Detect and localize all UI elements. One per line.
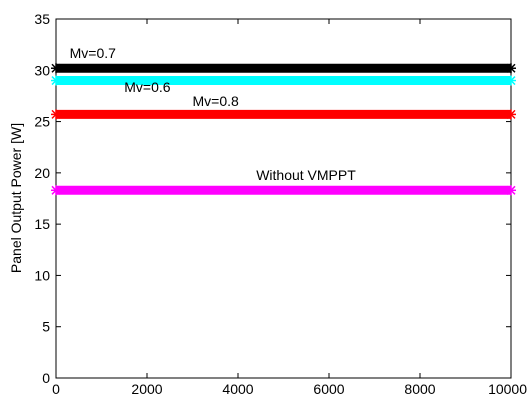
series-mv-0-6 [51,75,516,86]
y-tick-label: 15 [34,216,50,232]
series-marker [51,75,61,86]
marker-stroke [51,185,61,195]
y-tick-label: 0 [42,370,50,386]
y-axis-label: Panel Output Power [W] [8,123,24,273]
marker-stroke [51,63,61,73]
marker-stroke [51,76,61,86]
x-tick-label: 8000 [404,381,435,396]
annotation-label: Without VMPPT [256,167,356,183]
x-tick-label: 2000 [131,381,162,396]
x-tick-label: 6000 [313,381,344,396]
x-tick-label: 0 [52,381,60,396]
y-tick-label: 25 [34,114,50,130]
y-tick-label: 10 [34,267,50,283]
series-marker [506,185,516,196]
x-tick-label: 4000 [222,381,253,396]
series-mv-0-7 [51,63,516,74]
series-marker [51,109,61,120]
series-marker [506,109,516,120]
marker-stroke [506,76,516,86]
annotation-label: Mv=0.8 [193,93,240,109]
marker-stroke [506,63,516,73]
series-marker [506,75,516,86]
series-marker [506,63,516,74]
marker-stroke [51,109,61,119]
series-marker [51,185,61,196]
y-tick-label: 35 [34,11,50,27]
y-tick-label: 30 [34,62,50,78]
series-mv-0-8 [51,109,516,120]
x-tick-label: 10000 [488,381,527,396]
plot-area [55,18,512,379]
y-tick-label: 20 [34,165,50,181]
annotation-label: Mv=0.7 [70,45,117,61]
y-tick-label: 5 [42,319,50,335]
marker-stroke [506,185,516,195]
marker-stroke [506,109,516,119]
series-marker [51,63,61,74]
annotation-label: Mv=0.6 [124,79,171,95]
series-without-vmppt [51,185,516,196]
